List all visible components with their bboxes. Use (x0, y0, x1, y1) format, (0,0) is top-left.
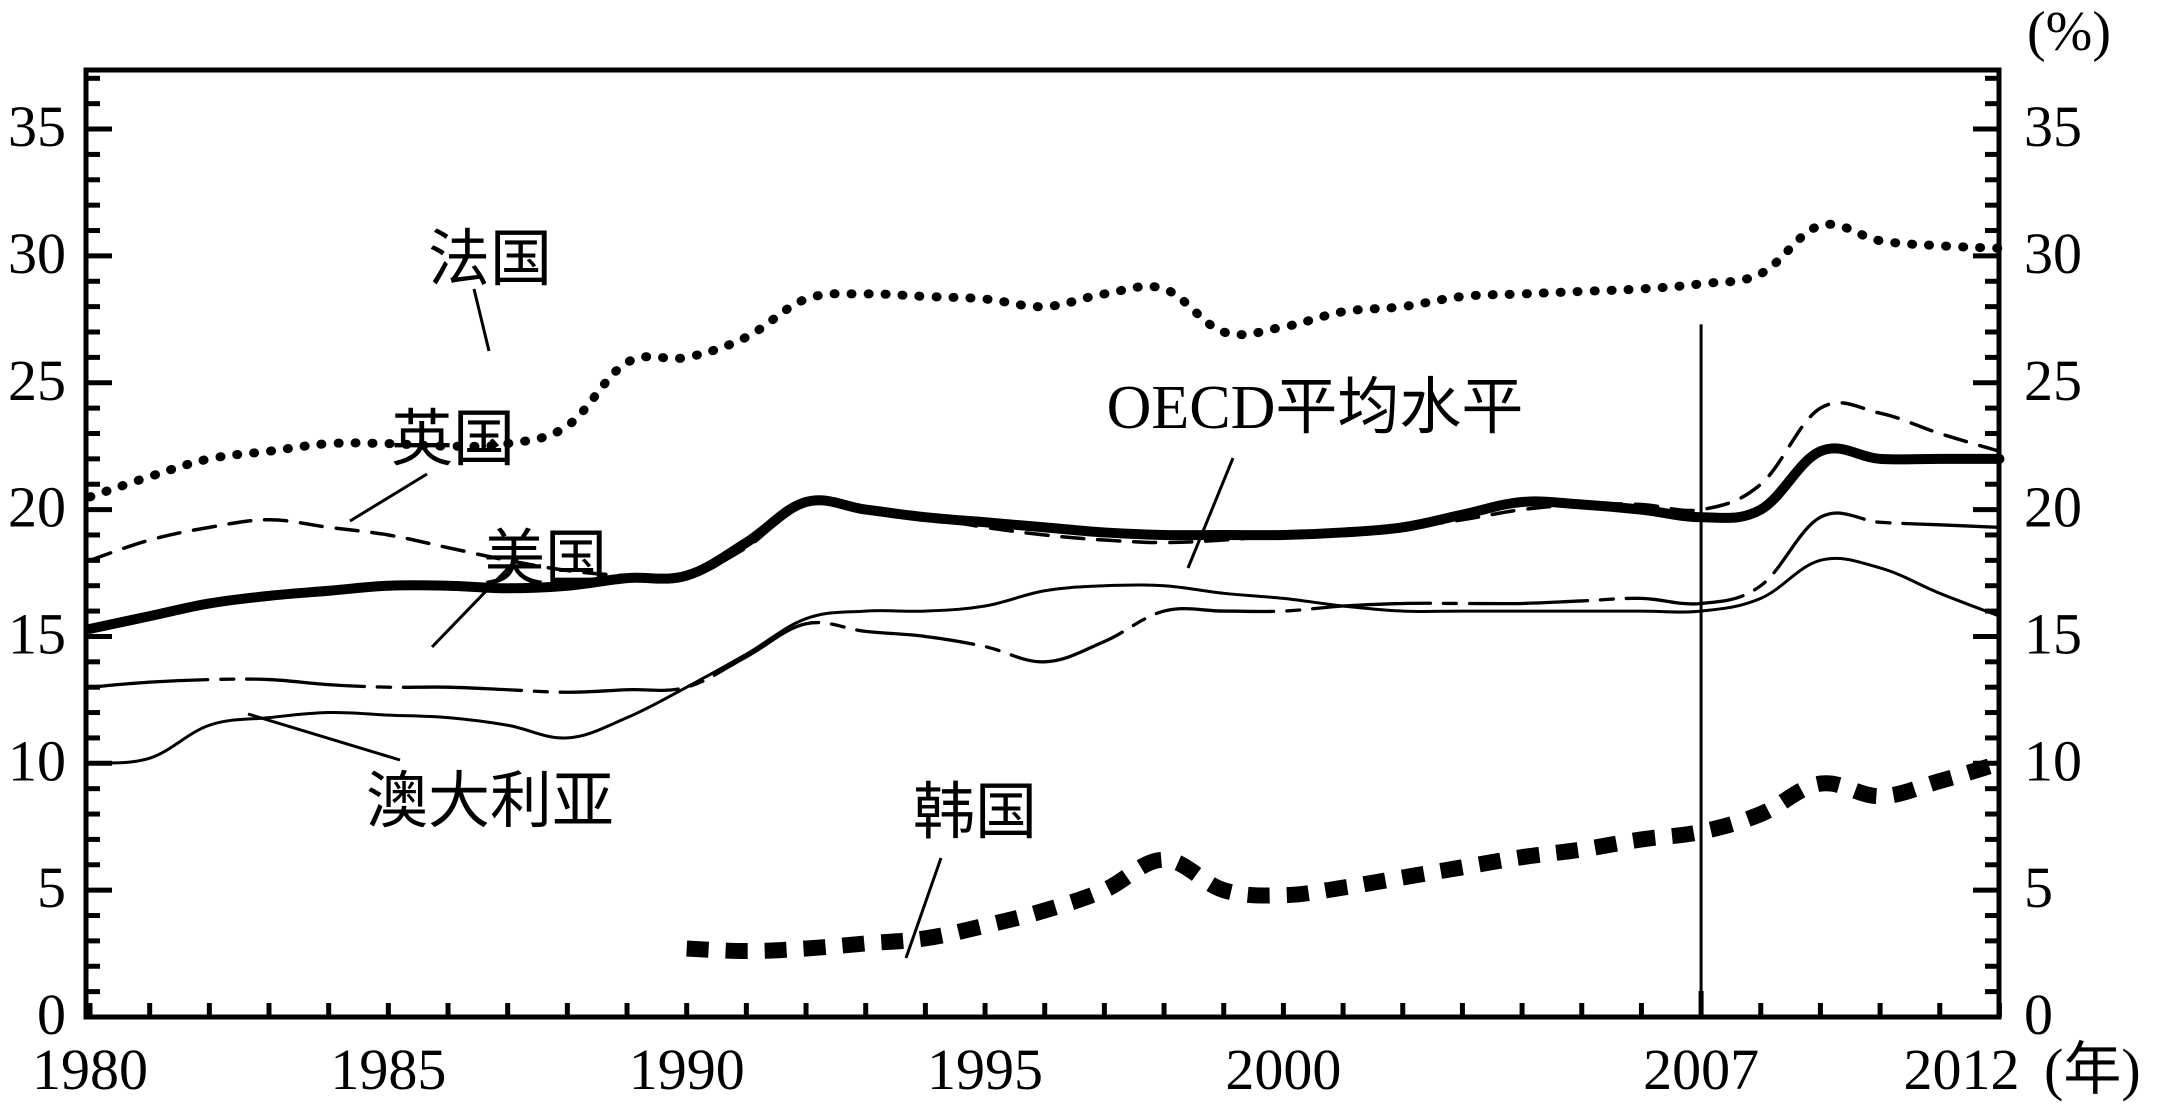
svg-text:澳大利亚: 澳大利亚 (366, 768, 614, 836)
svg-text:1995: 1995 (927, 1037, 1043, 1102)
svg-text:2012: 2012 (1903, 1037, 2019, 1102)
svg-text:25: 25 (2024, 348, 2082, 413)
svg-text:美国: 美国 (483, 526, 607, 594)
svg-text:15: 15 (2024, 601, 2082, 666)
svg-text:10: 10 (2024, 728, 2082, 793)
svg-text:10: 10 (8, 728, 66, 793)
svg-text:30: 30 (2024, 221, 2082, 286)
svg-text:韩国: 韩国 (913, 779, 1037, 847)
svg-text:法国: 法国 (428, 226, 552, 294)
svg-text:20: 20 (8, 475, 66, 540)
svg-text:15: 15 (8, 601, 66, 666)
svg-text:25: 25 (8, 348, 66, 413)
svg-text:2007: 2007 (1643, 1037, 1759, 1102)
svg-text:20: 20 (2024, 475, 2082, 540)
svg-text:1990: 1990 (629, 1037, 745, 1102)
svg-text:(年): (年) (2044, 1037, 2141, 1102)
svg-text:1985: 1985 (330, 1037, 446, 1102)
svg-text:2000: 2000 (1225, 1037, 1341, 1102)
svg-text:OECD平均水平: OECD平均水平 (1107, 374, 1524, 442)
svg-text:35: 35 (8, 94, 66, 159)
svg-text:1980: 1980 (32, 1037, 148, 1102)
svg-text:5: 5 (2024, 855, 2053, 920)
svg-text:英国: 英国 (391, 406, 515, 474)
svg-text:35: 35 (2024, 94, 2082, 159)
svg-text:30: 30 (8, 221, 66, 286)
svg-text:(%): (%) (2027, 1, 2111, 63)
svg-text:5: 5 (37, 855, 66, 920)
